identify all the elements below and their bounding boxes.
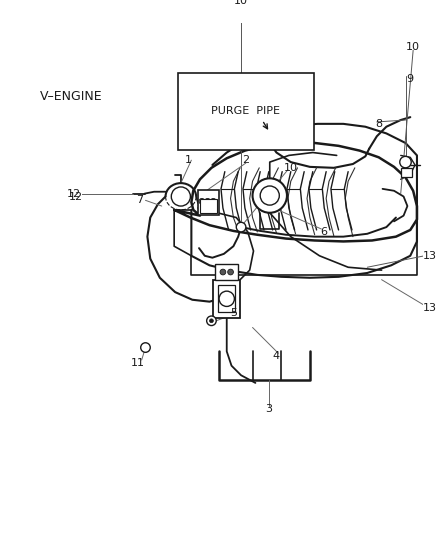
Text: 6: 6 <box>321 227 328 237</box>
Text: 8: 8 <box>375 119 382 129</box>
Text: PURGE  PIPE: PURGE PIPE <box>212 107 280 116</box>
FancyBboxPatch shape <box>215 264 238 280</box>
Text: 1: 1 <box>185 155 192 165</box>
FancyBboxPatch shape <box>198 190 219 215</box>
Text: 3: 3 <box>265 403 272 414</box>
Text: 12: 12 <box>67 189 81 199</box>
Circle shape <box>220 269 226 275</box>
Text: 7: 7 <box>136 195 143 205</box>
Text: 10: 10 <box>284 163 298 173</box>
FancyBboxPatch shape <box>213 280 240 318</box>
Text: 5: 5 <box>230 308 237 318</box>
Circle shape <box>253 179 287 213</box>
Text: 13: 13 <box>422 251 436 261</box>
Text: 4: 4 <box>273 351 280 361</box>
Circle shape <box>228 269 233 275</box>
Circle shape <box>209 319 213 322</box>
Circle shape <box>199 198 205 204</box>
Bar <box>401 168 412 177</box>
Circle shape <box>211 198 216 204</box>
Text: 13: 13 <box>422 303 436 313</box>
Circle shape <box>171 187 191 206</box>
Text: 10: 10 <box>234 0 248 5</box>
Circle shape <box>207 316 216 326</box>
Circle shape <box>260 186 279 205</box>
Circle shape <box>219 291 234 306</box>
Circle shape <box>400 156 411 168</box>
Text: 9: 9 <box>406 74 413 84</box>
Circle shape <box>236 222 246 232</box>
FancyBboxPatch shape <box>218 285 235 312</box>
Text: 10: 10 <box>406 43 420 52</box>
FancyBboxPatch shape <box>200 199 217 213</box>
Circle shape <box>205 198 211 204</box>
Circle shape <box>141 343 150 352</box>
Text: 12: 12 <box>69 191 83 201</box>
Text: 2: 2 <box>242 155 249 165</box>
Text: V–ENGINE: V–ENGINE <box>40 91 103 103</box>
Text: 11: 11 <box>131 358 145 368</box>
